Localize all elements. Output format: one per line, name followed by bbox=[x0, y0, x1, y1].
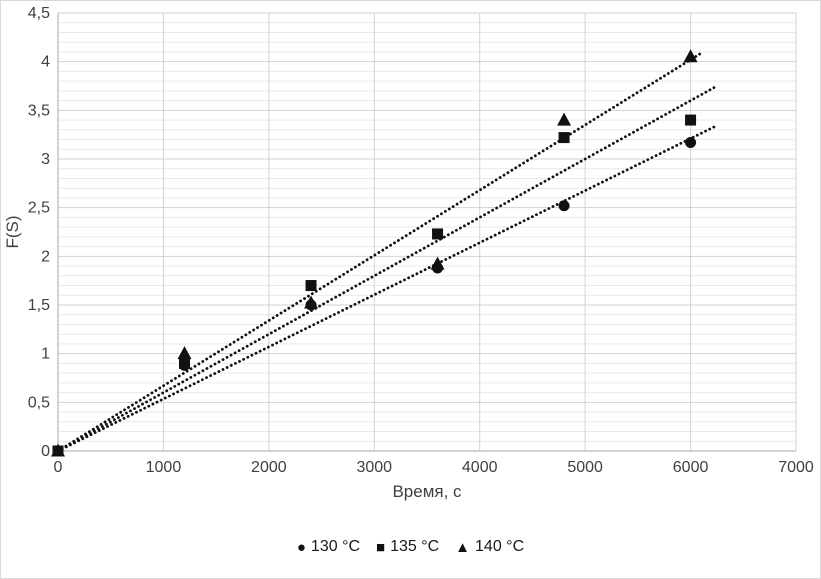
legend-label: 140 °C bbox=[475, 538, 525, 555]
series-trendline-0 bbox=[56, 124, 719, 453]
y-tick-label: 2,5 bbox=[28, 200, 50, 217]
y-tick-label: 0 bbox=[41, 443, 50, 460]
series-trendline-1 bbox=[56, 84, 719, 453]
legend-circle-icon: ● bbox=[296, 538, 306, 556]
tick-labels-layer: 0 0,5 1 1,5 2 2,5 3 3,5 4 4,5 0 1000 2000 3000 4000 500… bbox=[28, 5, 814, 476]
y-axis-title: F(S) bbox=[3, 215, 22, 248]
legend: ● 130 °C ■ 135 °C ▲ 140 °C bbox=[1, 538, 820, 556]
y-tick-label: 3 bbox=[41, 151, 50, 168]
x-tick-label: 4000 bbox=[462, 459, 498, 476]
y-tick-label: 2 bbox=[41, 248, 50, 265]
legend-label: 135 °C bbox=[390, 538, 440, 555]
y-tick-label: 1 bbox=[41, 346, 50, 363]
gridlines-layer bbox=[57, 12, 797, 452]
x-tick-label: 2000 bbox=[251, 459, 287, 476]
trendlines-layer bbox=[56, 51, 719, 453]
x-tick-label: 0 bbox=[54, 459, 63, 476]
x-tick-label: 5000 bbox=[567, 459, 603, 476]
legend-item-0[interactable]: ● 130 °C bbox=[297, 538, 360, 556]
x-axis-title: Время, с bbox=[392, 482, 462, 501]
series-markers-2 bbox=[51, 49, 698, 457]
y-tick-label: 3,5 bbox=[28, 102, 50, 119]
legend-triangle-icon: ▲ bbox=[455, 538, 471, 556]
y-tick-label: 4,5 bbox=[28, 5, 50, 22]
y-tick-label: 4 bbox=[41, 54, 50, 71]
x-tick-label: 6000 bbox=[673, 459, 709, 476]
legend-square-icon: ■ bbox=[376, 538, 386, 556]
x-tick-label: 3000 bbox=[356, 459, 392, 476]
x-tick-label: 1000 bbox=[146, 459, 182, 476]
series-trendline-2 bbox=[56, 51, 703, 453]
legend-item-1[interactable]: ■ 135 °C bbox=[376, 538, 439, 556]
series-markers-layer bbox=[51, 49, 698, 457]
y-tick-label: 1,5 bbox=[28, 297, 50, 314]
legend-item-2[interactable]: ▲ 140 °C bbox=[455, 538, 524, 556]
plot-area: 0 0,5 1 1,5 2 2,5 3 3,5 4 4,5 0 1000 2000 3000 4000 500… bbox=[3, 5, 814, 501]
x-tick-label: 7000 bbox=[778, 459, 814, 476]
y-tick-label: 0,5 bbox=[28, 394, 50, 411]
legend-label: 130 °C bbox=[310, 538, 361, 555]
